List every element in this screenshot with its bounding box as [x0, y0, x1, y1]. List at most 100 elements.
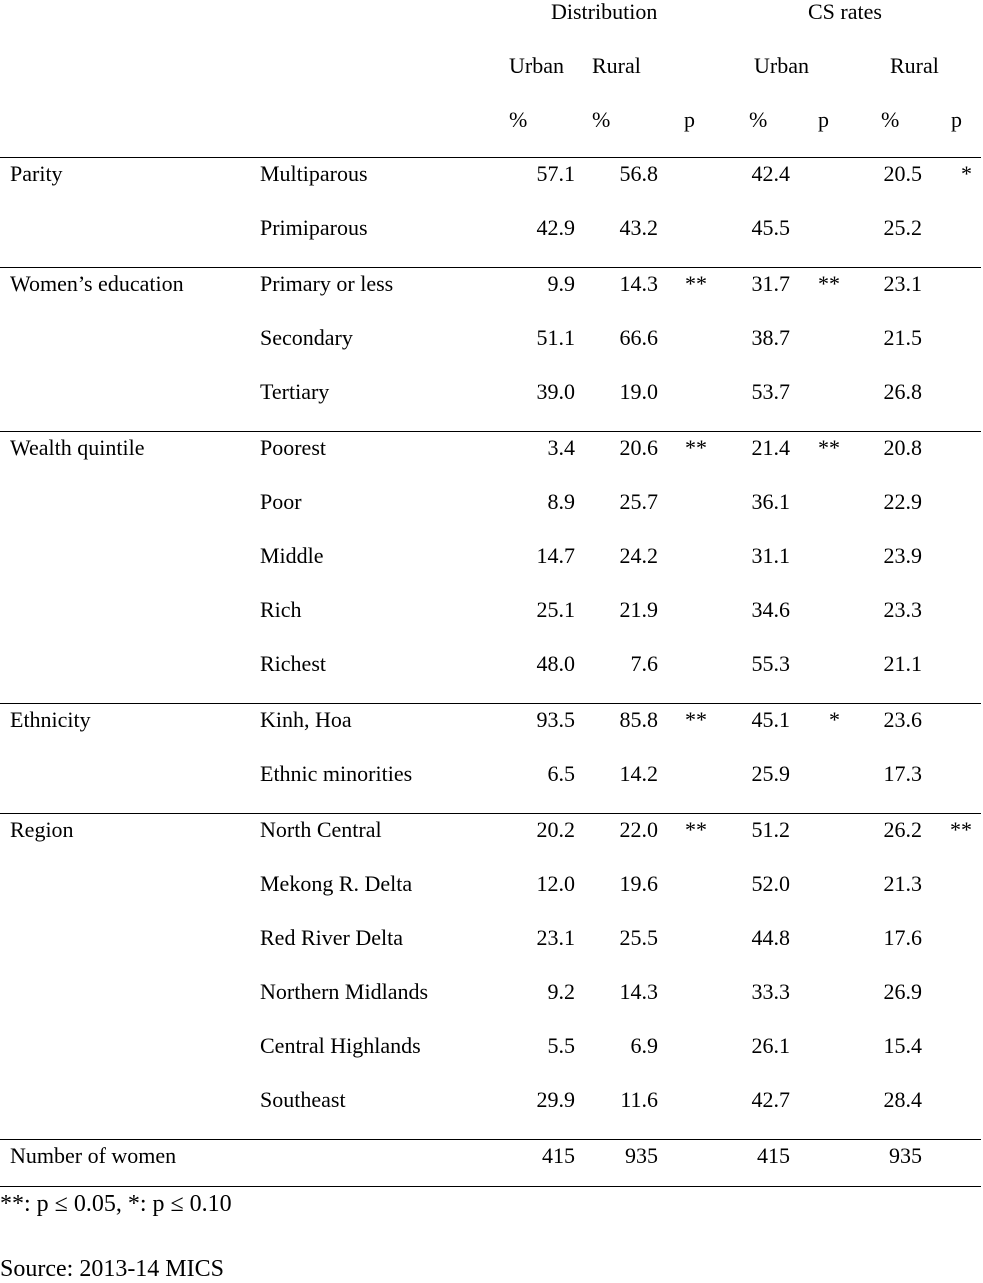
cell-cs-urban: 38.7 [751, 325, 791, 350]
cell-dist-urban: 14.7 [536, 543, 576, 568]
group-rule [0, 267, 981, 268]
header-cs-urban-p: p [818, 107, 829, 132]
group-label: Wealth quintile [10, 435, 145, 460]
cell-cs-urban: 33.3 [751, 979, 791, 1004]
cell-dist-rural: 20.6 [619, 435, 659, 460]
cell-dist-urban: 25.1 [536, 597, 576, 622]
group-rule [0, 1139, 981, 1140]
cell-cs-rural-p: ** [950, 817, 972, 842]
cell-cs-urban-p: ** [818, 271, 840, 296]
row-subcategory: Secondary [260, 325, 353, 350]
cell-dist-p: ** [685, 707, 707, 732]
cell-dist-rural: 14.3 [619, 271, 659, 296]
row-subcategory: Red River Delta [260, 925, 403, 950]
cell-cs-rural: 21.1 [883, 651, 923, 676]
header-cs-rural-pct: % [881, 107, 900, 132]
cell-cs-urban: 25.9 [751, 761, 791, 786]
row-subcategory: Tertiary [260, 379, 330, 404]
cell-cs-rural: 26.9 [883, 979, 923, 1004]
row-subcategory: Ethnic minorities [260, 761, 413, 786]
cell-dist-urban: 20.2 [536, 817, 576, 842]
row-subcategory: Poor [260, 489, 302, 514]
cell-cs-rural: 23.3 [883, 597, 923, 622]
source-note: Source: 2013-14 MICS [0, 1256, 224, 1282]
cell-dist-p: ** [685, 817, 707, 842]
cell-cs-urban: 51.2 [751, 817, 791, 842]
cell-cs-rural: 28.4 [883, 1087, 923, 1112]
group-label: Parity [10, 161, 63, 186]
cell-dist-urban: 42.9 [536, 215, 576, 240]
row-subcategory: Rich [260, 597, 302, 622]
cell-dist-p: ** [685, 271, 707, 296]
cell-dist-rural: 56.8 [619, 161, 659, 186]
cell-dist-rural: 22.0 [619, 817, 659, 842]
row-subcategory: Kinh, Hoa [260, 707, 352, 732]
header-dist-rural-pct: % [592, 107, 611, 132]
cell-cs-rural: 17.3 [883, 761, 923, 786]
group-rule [0, 431, 981, 432]
cell-dist-rural: 14.2 [619, 761, 659, 786]
totals-dist-urban: 415 [542, 1143, 575, 1168]
row-subcategory: Mekong R. Delta [260, 871, 413, 896]
header-cs-rates: CS rates [808, 0, 882, 24]
cell-dist-urban: 9.9 [547, 271, 576, 296]
row-subcategory: North Central [260, 817, 382, 842]
cell-dist-rural: 66.6 [619, 325, 659, 350]
row-subcategory: Central Highlands [260, 1033, 421, 1058]
row-subcategory: Primiparous [260, 215, 368, 240]
header-cs-rural-p: p [951, 107, 962, 132]
cell-cs-rural-p: * [961, 161, 972, 186]
totals-cs-urban: 415 [757, 1143, 790, 1168]
cell-dist-p: ** [685, 435, 707, 460]
cell-cs-rural: 23.1 [883, 271, 923, 296]
cell-dist-urban: 8.9 [547, 489, 576, 514]
row-subcategory: Poorest [260, 435, 326, 460]
cell-cs-rural: 26.8 [883, 379, 923, 404]
cell-cs-rural: 26.2 [883, 817, 923, 842]
header-cs-urban-pct: % [749, 107, 768, 132]
cell-cs-rural: 15.4 [883, 1033, 923, 1058]
cell-cs-urban: 45.1 [751, 707, 791, 732]
group-label: Ethnicity [10, 707, 91, 732]
footnote: **: p ≤ 0.05, *: p ≤ 0.10 [0, 1191, 232, 1217]
cell-dist-urban: 5.5 [547, 1033, 576, 1058]
cell-cs-rural: 21.3 [883, 871, 923, 896]
cell-dist-rural: 24.2 [619, 543, 659, 568]
cell-cs-urban: 36.1 [751, 489, 791, 514]
header-rule [0, 157, 981, 158]
cell-cs-rural: 20.5 [883, 161, 923, 186]
cell-dist-rural: 43.2 [619, 215, 659, 240]
header-dist-rural: Rural [592, 53, 641, 78]
cell-cs-rural: 22.9 [883, 489, 923, 514]
cell-cs-urban: 42.4 [751, 161, 791, 186]
cell-dist-urban: 51.1 [536, 325, 576, 350]
cell-dist-urban: 48.0 [536, 651, 576, 676]
cell-cs-urban-p: * [829, 707, 840, 732]
cell-dist-rural: 25.5 [619, 925, 659, 950]
cell-cs-urban: 31.7 [751, 271, 791, 296]
cell-cs-rural: 25.2 [883, 215, 923, 240]
table-bottom-rule [0, 1186, 981, 1187]
cell-cs-urban: 53.7 [751, 379, 791, 404]
cell-dist-urban: 12.0 [536, 871, 576, 896]
cell-dist-urban: 29.9 [536, 1087, 576, 1112]
cell-cs-rural: 20.8 [883, 435, 923, 460]
cell-dist-rural: 6.9 [630, 1033, 659, 1058]
row-subcategory: Multiparous [260, 161, 368, 186]
totals-dist-rural: 935 [625, 1143, 658, 1168]
cell-dist-urban: 93.5 [536, 707, 576, 732]
cell-cs-urban: 21.4 [751, 435, 791, 460]
cell-cs-rural: 21.5 [883, 325, 923, 350]
cell-dist-rural: 19.6 [619, 871, 659, 896]
header-dist-urban: Urban [509, 53, 564, 78]
cell-dist-urban: 3.4 [547, 435, 576, 460]
cell-dist-rural: 14.3 [619, 979, 659, 1004]
cell-cs-rural: 17.6 [883, 925, 923, 950]
header-dist-p: p [684, 107, 695, 132]
cell-dist-rural: 21.9 [619, 597, 659, 622]
row-subcategory: Southeast [260, 1087, 346, 1112]
cell-cs-urban: 31.1 [751, 543, 791, 568]
cell-cs-rural: 23.9 [883, 543, 923, 568]
cell-cs-rural: 23.6 [883, 707, 923, 732]
group-label: Region [10, 817, 74, 842]
